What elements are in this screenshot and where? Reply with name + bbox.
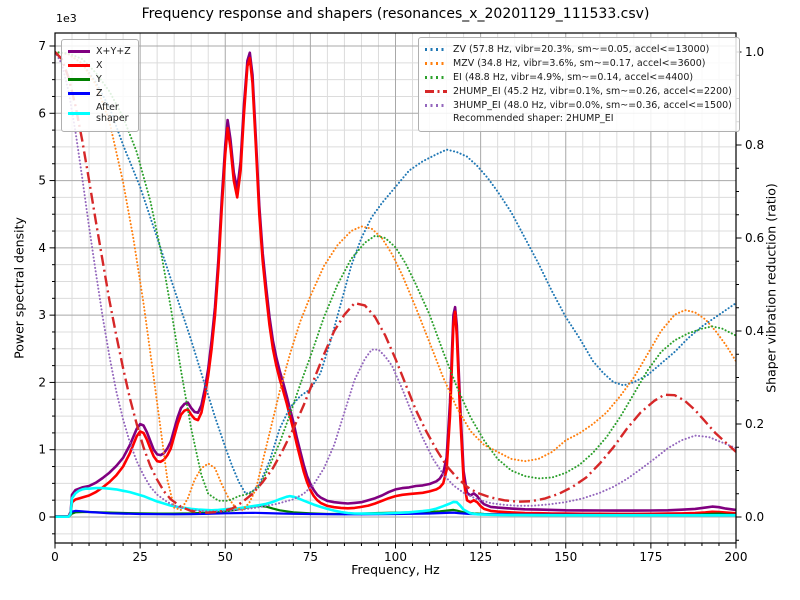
- y-axis-multiplier: 1e3: [56, 12, 77, 25]
- legend-item: Y: [68, 74, 131, 86]
- y-left-tick-label: 2: [38, 375, 46, 389]
- legend-line-sample: [68, 92, 90, 96]
- x-tick-label: 100: [384, 550, 407, 564]
- x-tick-label: 175: [639, 550, 662, 564]
- legend-line-sample: [68, 50, 90, 54]
- chart-title: Frequency response and shapers (resonanc…: [141, 6, 650, 22]
- series-mzv: [55, 51, 736, 511]
- legend-label: MZV (34.8 Hz, vibr=3.6%, sm~=0.17, accel…: [453, 57, 706, 69]
- series-x-y-z: [55, 51, 736, 518]
- legend-item: After shaper: [68, 102, 131, 126]
- tick-labels: 0 25 50 75 100 125 150 175 200 0 1 2 3 4 5 6 7 0.0 0.2 0.4 0…: [38, 39, 764, 564]
- legend-label: ZV (57.8 Hz, vibr=20.3%, sm~=0.05, accel…: [453, 44, 710, 55]
- legend-item: 3HUMP_EI (48.0 Hz, vibr=0.0%, sm~=0.36, …: [425, 100, 732, 112]
- series-ei: [55, 51, 736, 502]
- legend-line-sample: [425, 103, 447, 107]
- x-tick-label: 200: [725, 550, 748, 564]
- legend-item: X: [68, 60, 131, 72]
- y-left-tick-label: 0: [38, 510, 46, 524]
- x-tick-label: 25: [132, 550, 147, 564]
- series-zv: [55, 51, 736, 495]
- y-axis-label-right: Shaper vibration reduction (ratio): [763, 183, 779, 393]
- x-tick-label: 0: [51, 550, 59, 564]
- y-left-tick-label: 1: [38, 443, 46, 457]
- legend-item: MZV (34.8 Hz, vibr=3.6%, sm~=0.17, accel…: [425, 58, 732, 70]
- y-left-tick-label: 7: [38, 39, 46, 53]
- legend-spacer: [425, 118, 447, 121]
- y-left-tick-label: 5: [38, 174, 46, 188]
- legend-label: 2HUMP_EI (45.2 Hz, vibr=0.1%, sm~=0.26, …: [453, 85, 732, 97]
- legend-item: EI (48.8 Hz, vibr=4.9%, sm~=0.14, accel<…: [425, 72, 732, 84]
- legend-item: Z: [68, 88, 131, 100]
- shaper-curves: [55, 51, 736, 514]
- legend-line-sample: [68, 64, 90, 68]
- y-axis-label-left: Power spectral density: [11, 217, 27, 359]
- legend-label: EI (48.8 Hz, vibr=4.9%, sm~=0.14, accel<…: [453, 71, 694, 83]
- y-right-tick-label: 0.4: [745, 324, 764, 338]
- ticks: [49, 45, 742, 549]
- legend-label: Recommended shaper: 2HUMP_EI: [453, 113, 614, 125]
- x-tick-label: 75: [303, 550, 318, 564]
- legend-label: Z: [96, 87, 103, 99]
- legend-line-sample: [425, 90, 447, 94]
- x-axis-label: Frequency, Hz: [351, 562, 440, 577]
- y-right-tick-label: 0.8: [745, 138, 764, 152]
- legend-line-sample: [425, 76, 447, 80]
- y-left-tick-label: 4: [38, 241, 46, 255]
- legend-line-sample: [68, 78, 90, 82]
- legend-line-sample: [425, 48, 447, 52]
- series-3hump-ei: [55, 51, 736, 513]
- legend-shapers: ZV (57.8 Hz, vibr=20.3%, sm~=0.05, accel…: [418, 37, 740, 133]
- y-right-tick-label: 1.0: [745, 45, 764, 59]
- y-right-tick-label: 0.2: [745, 417, 764, 431]
- legend-label: After shaper: [96, 101, 129, 125]
- y-right-tick-label: 0.6: [745, 231, 764, 245]
- y-right-tick-label: 0.0: [745, 510, 764, 524]
- x-tick-label: 50: [218, 550, 233, 564]
- y-left-tick-label: 6: [38, 106, 46, 120]
- legend-item: ZV (57.8 Hz, vibr=20.3%, sm~=0.05, accel…: [425, 44, 732, 56]
- legend-item: Recommended shaper: 2HUMP_EI: [425, 113, 732, 125]
- legend-label: X: [96, 59, 103, 71]
- legend-item: 2HUMP_EI (45.2 Hz, vibr=0.1%, sm~=0.26, …: [425, 86, 732, 98]
- series-2hump-ei: [55, 51, 736, 514]
- legend-label: Y: [96, 73, 102, 85]
- x-tick-label: 150: [554, 550, 577, 564]
- series-after-shaper: [55, 486, 736, 518]
- legend-label: X+Y+Z: [96, 46, 131, 57]
- x-tick-label: 125: [469, 550, 492, 564]
- legend-line-sample: [425, 62, 447, 66]
- y-left-tick-label: 3: [38, 308, 46, 322]
- legend-label: 3HUMP_EI (48.0 Hz, vibr=0.0%, sm~=0.36, …: [453, 99, 732, 111]
- legend-psd: X+Y+Z X Y Z After shaper: [61, 39, 139, 133]
- legend-item: X+Y+Z: [68, 46, 131, 58]
- legend-line-sample: [68, 111, 90, 115]
